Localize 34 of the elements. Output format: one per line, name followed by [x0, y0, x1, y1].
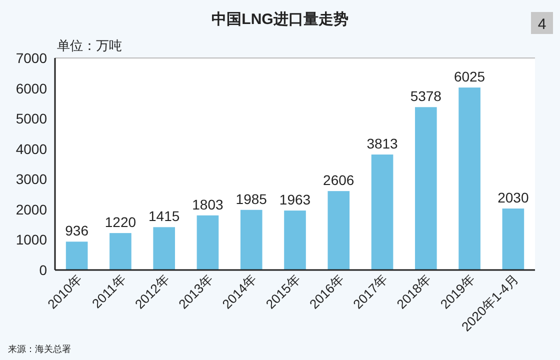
bar — [196, 215, 219, 270]
y-tick-label: 0 — [39, 262, 48, 278]
y-tick-label: 6000 — [16, 80, 48, 96]
data-label: 2606 — [323, 172, 354, 188]
text: 4 — [538, 16, 546, 33]
bar — [502, 208, 524, 270]
y-tick-label: 5000 — [16, 110, 48, 127]
data-label: 2030 — [498, 190, 529, 206]
bar — [458, 88, 480, 270]
data-label: 1415 — [148, 208, 180, 224]
data-label: 3813 — [366, 136, 398, 152]
data-label: 1220 — [104, 214, 136, 230]
chart-title: 中国LNG进口量走势 — [212, 11, 348, 28]
bar — [328, 191, 350, 270]
y-axis-title: 单位：万吨 — [57, 38, 122, 53]
data-label: 1985 — [236, 190, 268, 207]
bar — [153, 227, 175, 270]
y-tick-label: 4000 — [16, 140, 48, 157]
y-tick-label: 2000 — [16, 201, 48, 218]
y-tick-label: 3000 — [16, 171, 48, 188]
data-label: 1803 — [192, 196, 224, 212]
y-tick-label: 1000 — [16, 232, 48, 248]
bar — [240, 210, 262, 270]
data-label: 5378 — [410, 88, 442, 104]
data-label: 6025 — [454, 68, 486, 85]
y-tick-label: 7000 — [16, 50, 48, 66]
bar — [415, 107, 437, 270]
data-label: 936 — [65, 222, 89, 239]
bar — [284, 210, 306, 270]
source-note: 来源：海关总署 — [8, 344, 71, 354]
data-label: 1963 — [279, 192, 311, 208]
bar — [371, 154, 394, 270]
bar — [110, 233, 132, 270]
bar — [66, 242, 88, 270]
